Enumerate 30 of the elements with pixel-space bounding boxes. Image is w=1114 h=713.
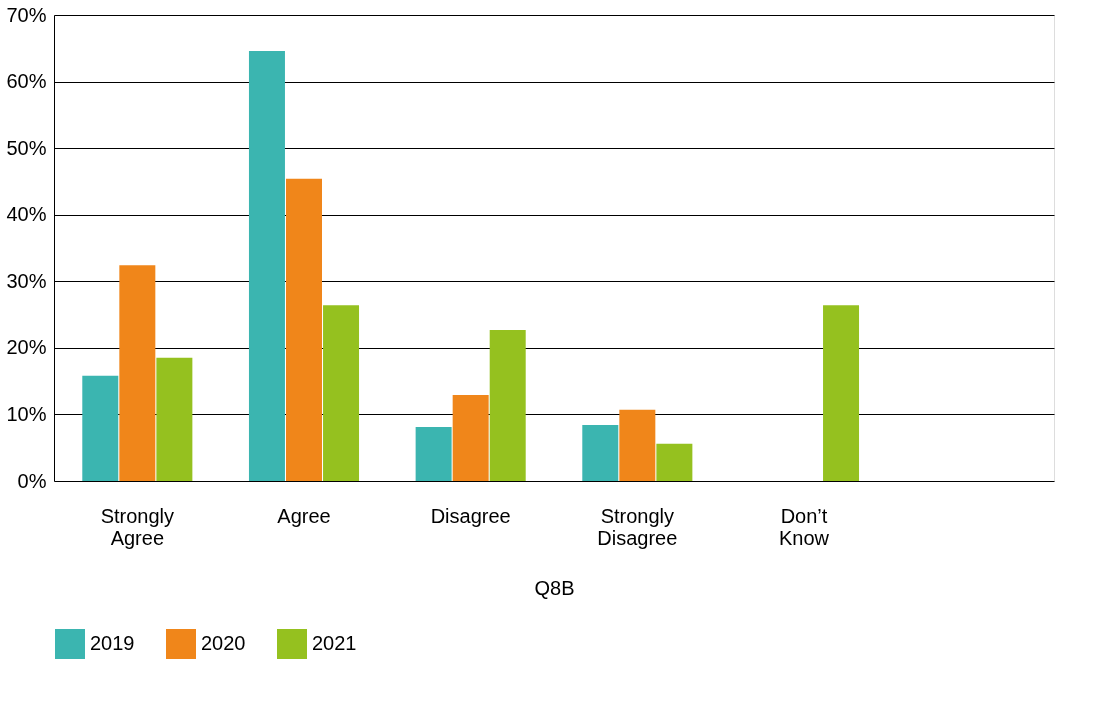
x-tick-label: Agree [277,504,331,527]
y-tick-label: 20% [6,336,47,359]
y-tick-label: 0% [17,469,47,492]
bar [82,375,119,481]
legend-label: 2021 [312,632,357,654]
bar [452,395,489,481]
bar [323,305,360,481]
bar [656,443,693,481]
bar [156,357,193,481]
y-tick-label: 50% [6,136,47,159]
bar [248,50,285,481]
x-tick-label: Don’t Know [778,504,830,549]
y-tick-label: 60% [6,70,47,93]
legend-label: 2020 [201,632,246,654]
y-tick-label: 40% [6,203,47,226]
bar [619,409,656,481]
x-axis-title: Q8B [534,576,575,599]
y-tick-label: 10% [6,402,47,425]
bar [489,329,526,481]
bar [582,425,619,481]
bar [119,265,156,481]
y-tick-label: 70% [6,3,47,26]
x-tick-label: Strongly Disagree [597,504,678,549]
bar [286,178,322,481]
bar [415,427,452,481]
bar [823,305,860,481]
legend-label: 2019 [90,632,135,654]
y-tick-label: 30% [6,269,47,292]
x-tick-label: Disagree [430,504,511,527]
x-tick-label: Strongly Agree [100,504,175,549]
